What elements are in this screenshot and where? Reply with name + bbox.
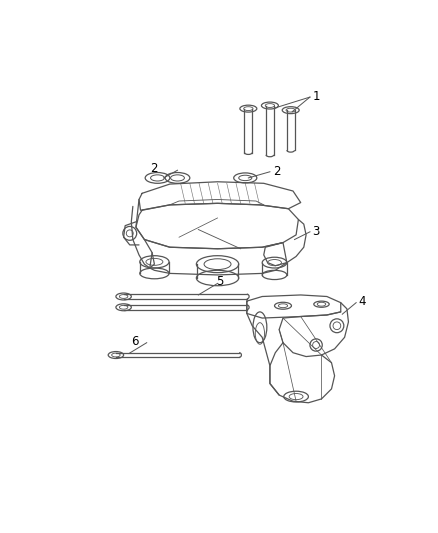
Text: 1: 1 [312,90,320,103]
Text: 4: 4 [358,295,366,308]
Text: 6: 6 [131,335,139,348]
Text: 3: 3 [312,224,320,238]
Text: 5: 5 [216,276,223,288]
Text: 2: 2 [273,165,280,178]
Text: 2: 2 [150,162,158,175]
